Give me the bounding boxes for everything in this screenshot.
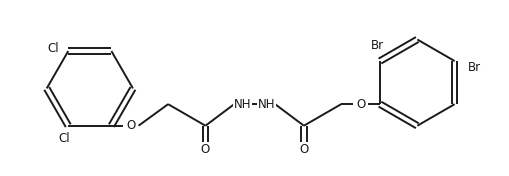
- Text: Cl: Cl: [47, 42, 59, 55]
- Text: O: O: [355, 98, 364, 111]
- Text: O: O: [126, 119, 135, 132]
- Text: NH: NH: [257, 98, 275, 111]
- Text: Br: Br: [467, 61, 479, 74]
- Text: NH: NH: [234, 98, 251, 111]
- Text: Cl: Cl: [58, 132, 70, 145]
- Text: O: O: [201, 143, 210, 156]
- Text: Br: Br: [371, 39, 384, 52]
- Text: O: O: [299, 143, 308, 156]
